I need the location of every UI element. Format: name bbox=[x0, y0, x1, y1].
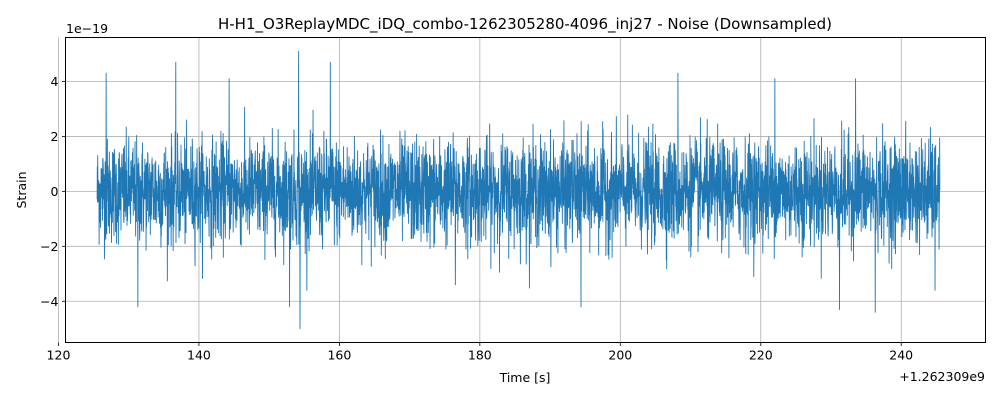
x-tick-label: 180 bbox=[468, 348, 492, 363]
y-tick-label: 4 bbox=[51, 74, 59, 89]
x-tick-label: 200 bbox=[608, 348, 632, 363]
series-layer bbox=[96, 50, 941, 330]
x-tick-label: 240 bbox=[889, 348, 913, 363]
y-axis: −4 −2 0 2 4 bbox=[40, 74, 66, 309]
x-tick-label: 140 bbox=[187, 348, 211, 363]
chart-title: H-H1_O3ReplayMDC_iDQ_combo-1262305280-40… bbox=[218, 15, 832, 34]
y-tick-label: 0 bbox=[51, 184, 59, 199]
noise-series-line bbox=[96, 50, 941, 330]
y-tick-label: −4 bbox=[40, 294, 58, 309]
y-tick-label: −2 bbox=[40, 239, 58, 254]
x-tick-label: 120 bbox=[47, 348, 71, 363]
y-tick-label: 2 bbox=[51, 129, 59, 144]
plot-frame bbox=[65, 37, 986, 343]
x-axis-label: Time [s] bbox=[499, 370, 551, 385]
y-axis-label: Strain bbox=[14, 171, 29, 208]
x-axis: 120 140 160 180 200 220 240 bbox=[47, 342, 913, 363]
y-scale-label: 1e−19 bbox=[66, 21, 108, 36]
x-tick-label: 160 bbox=[327, 348, 351, 363]
x-offset-label: +1.262309e9 bbox=[899, 369, 985, 384]
x-tick-label: 220 bbox=[749, 348, 773, 363]
